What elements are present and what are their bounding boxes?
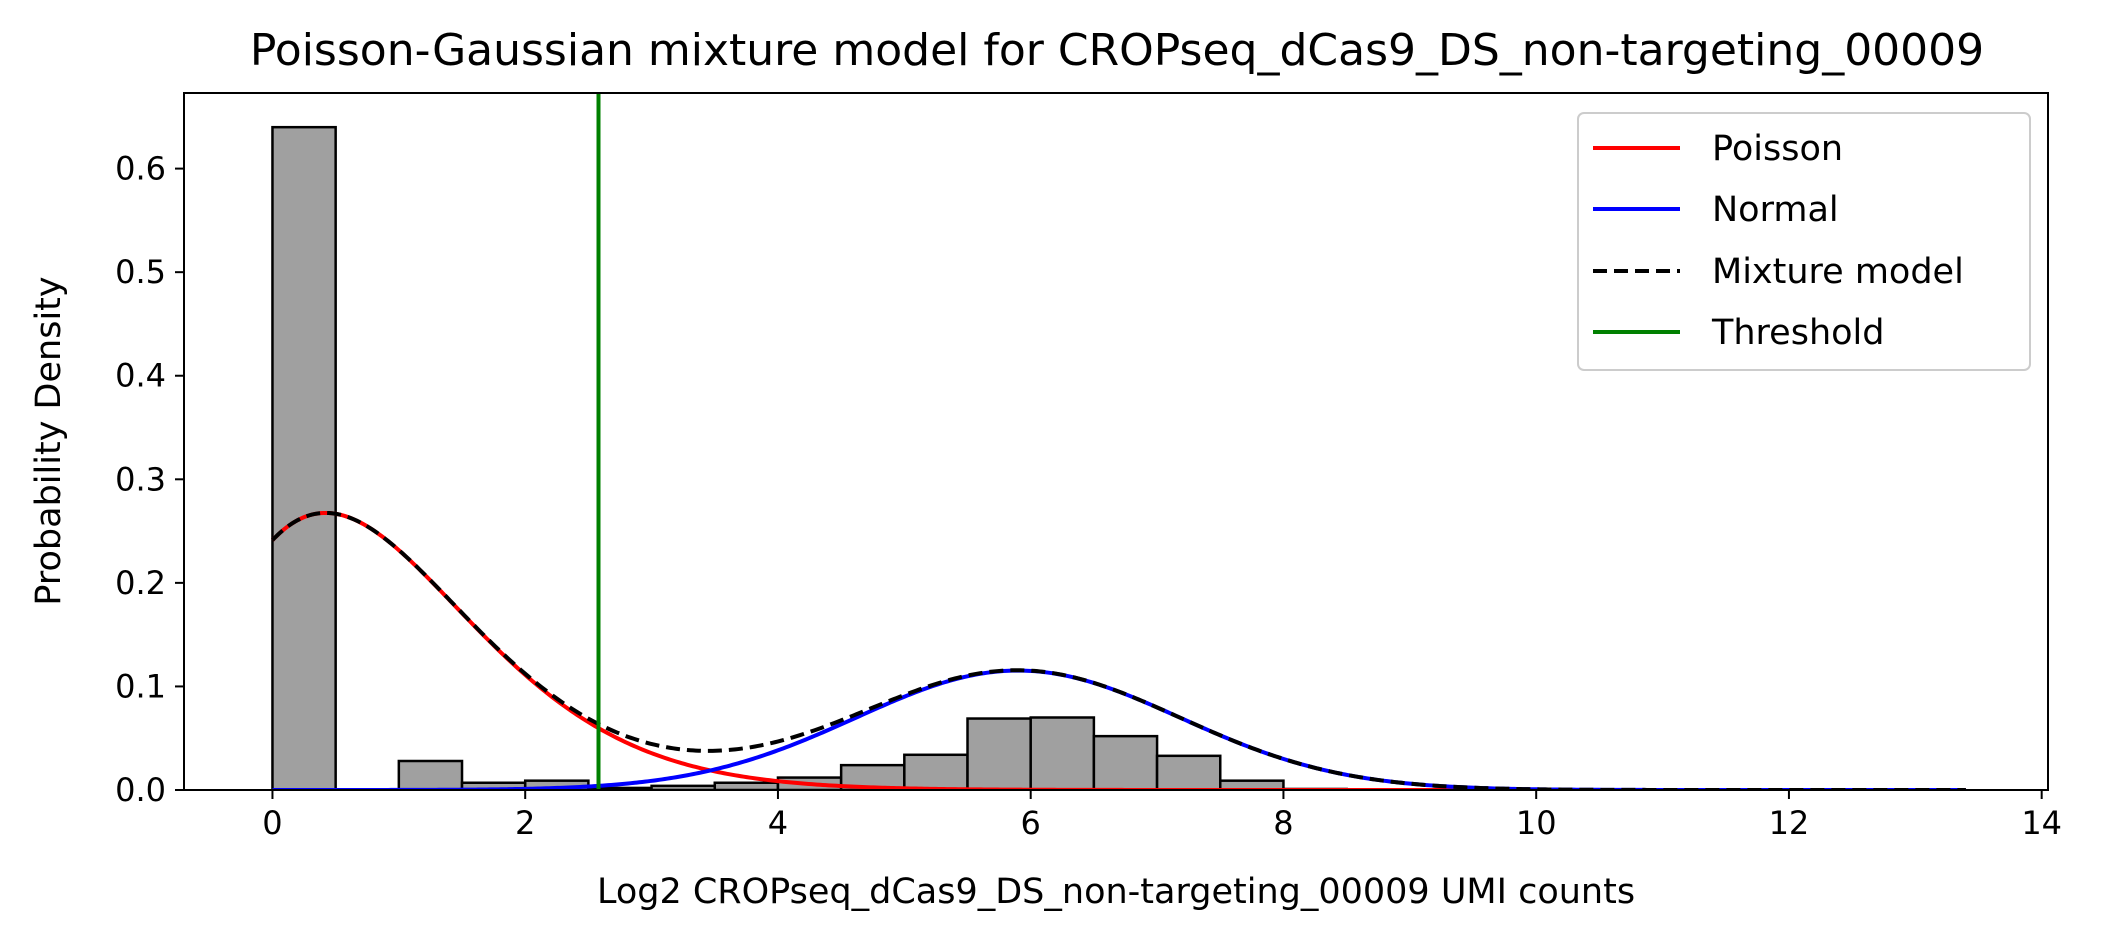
legend-label-mixture: Mixture model xyxy=(1712,252,1964,292)
legend-item-normal: Normal xyxy=(1593,190,1839,230)
y-tick-label: 0.1 xyxy=(115,667,166,705)
legend-label-normal: Normal xyxy=(1712,190,1839,230)
x-axis-ticks: 0 2 4 6 8 10 12 14 xyxy=(262,790,2062,842)
legend-item-poisson: Poisson xyxy=(1593,129,1843,169)
histogram-bar xyxy=(1029,716,1096,790)
legend: Poisson Normal Mixture model Threshold xyxy=(1577,112,2031,371)
x-tick-label: 2 xyxy=(515,804,535,842)
x-tick-label: 14 xyxy=(2021,804,2062,842)
x-tick-label: 4 xyxy=(768,804,788,842)
y-tick-label: 0.2 xyxy=(115,564,166,602)
x-tick-label: 6 xyxy=(1021,804,1041,842)
x-tick-label: 0 xyxy=(262,804,282,842)
histogram-bar xyxy=(397,759,464,790)
x-axis-label: Log2 CROPseq_dCas9_DS_non-targeting_0000… xyxy=(597,872,1635,912)
x-tick-label: 12 xyxy=(1769,804,1810,842)
legend-label-threshold: Threshold xyxy=(1711,313,1885,353)
mixture-model-curve xyxy=(271,510,1966,790)
x-tick-label: 8 xyxy=(1273,804,1293,842)
y-tick-label: 0.3 xyxy=(115,460,166,498)
y-axis-ticks: 0.0 0.1 0.2 0.3 0.4 0.5 0.6 xyxy=(115,150,184,809)
plot-frame xyxy=(183,92,2049,791)
histogram-bar xyxy=(1092,734,1159,790)
y-tick-label: 0.5 xyxy=(115,253,166,291)
histogram-bar xyxy=(903,753,969,790)
histogram-bar xyxy=(1219,779,1285,790)
y-axis-label: Probability Density xyxy=(29,276,69,605)
x-tick-label: 10 xyxy=(1516,804,1557,842)
legend-item-mixture: Mixture model xyxy=(1593,252,1964,292)
histogram-bar xyxy=(1155,754,1222,790)
histogram-bar xyxy=(271,125,337,790)
y-tick-label: 0.4 xyxy=(115,357,166,395)
histogram-bar xyxy=(966,717,1032,790)
legend-item-threshold: Threshold xyxy=(1593,313,1885,353)
chart-title: Poisson-Gaussian mixture model for CROPs… xyxy=(250,25,1984,76)
histogram-bar xyxy=(713,781,780,790)
y-tick-label: 0.0 xyxy=(115,771,166,809)
histogram-bars xyxy=(271,125,1348,790)
legend-label-poisson: Poisson xyxy=(1712,129,1843,169)
legend-frame xyxy=(1577,112,2031,371)
y-tick-label: 0.6 xyxy=(115,150,166,188)
